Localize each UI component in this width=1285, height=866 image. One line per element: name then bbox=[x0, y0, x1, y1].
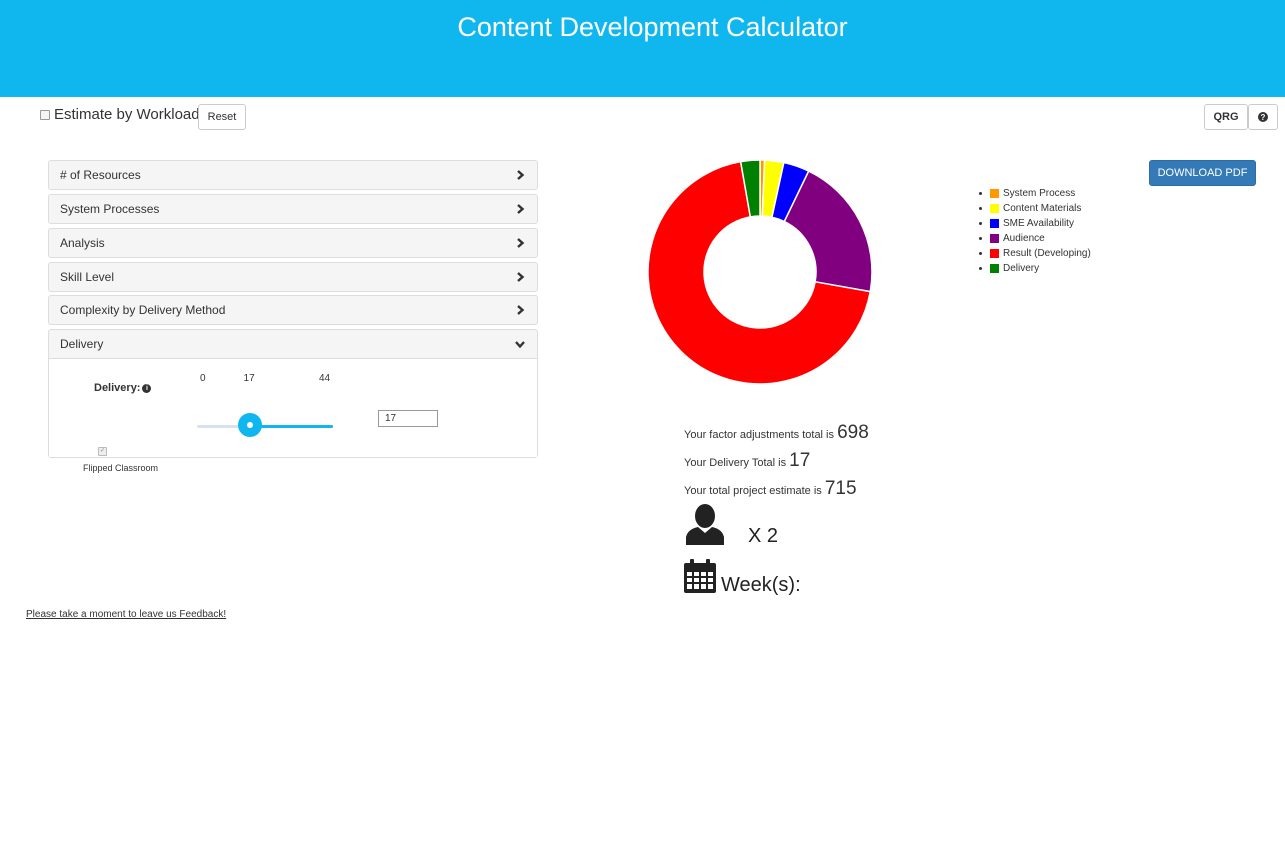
legend-label: Content Materials bbox=[1003, 203, 1082, 214]
bullet-icon bbox=[979, 252, 982, 255]
legend-label: Audience bbox=[1003, 233, 1045, 244]
factor-total-value: 698 bbox=[837, 422, 869, 443]
bullet-icon bbox=[979, 207, 982, 210]
panel-label: Analysis bbox=[60, 236, 105, 250]
donut-slice-result-developing[interactable] bbox=[647, 160, 872, 385]
legend-swatch bbox=[990, 249, 999, 258]
legend-item: Result (Developing) bbox=[979, 246, 1091, 261]
donut-slice-audience[interactable] bbox=[783, 170, 873, 293]
legend-swatch bbox=[990, 189, 999, 198]
slider-max-label: 44 bbox=[319, 373, 331, 384]
delivery-slider-fill bbox=[249, 425, 333, 428]
feedback-link[interactable]: Please take a moment to leave us Feedbac… bbox=[26, 609, 227, 620]
resource-multiplier: X 2 bbox=[748, 525, 779, 547]
panel-complexity-header[interactable]: Complexity by Delivery Method bbox=[49, 296, 537, 324]
chevron-down-icon bbox=[515, 341, 525, 349]
legend-swatch bbox=[990, 264, 999, 273]
legend-swatch bbox=[990, 204, 999, 213]
project-total-value: 715 bbox=[824, 478, 857, 499]
panel-label: # of Resources bbox=[60, 168, 141, 182]
panel-delivery[interactable]: Delivery Delivery: i 0 17 44 ✓ Flipped C… bbox=[48, 329, 538, 473]
panel-label: Skill Level bbox=[60, 270, 115, 284]
info-icon[interactable]: i bbox=[142, 383, 152, 393]
factor-total-text: Your factor adjustments total is bbox=[684, 429, 838, 441]
delivery-slider-handle[interactable] bbox=[237, 413, 262, 437]
delivery-total-value: 17 bbox=[789, 450, 811, 471]
chart-legend: System Process Content Materials SME Avail… bbox=[979, 186, 1091, 276]
workload-toggle[interactable]: Estimate by Workload bbox=[40, 106, 200, 123]
reset-button[interactable]: Reset bbox=[198, 104, 246, 130]
legend-item: Delivery bbox=[979, 261, 1091, 276]
legend-item: Content Materials bbox=[979, 201, 1091, 216]
help-button[interactable]: ? bbox=[1248, 104, 1278, 130]
slider-min-label: 0 bbox=[200, 373, 206, 384]
panel-delivery-header[interactable]: Delivery bbox=[49, 330, 537, 358]
bullet-icon bbox=[979, 192, 982, 195]
flipped-classroom-checkbox[interactable]: ✓ bbox=[98, 447, 107, 456]
legend-label: Delivery bbox=[1003, 263, 1040, 274]
project-total-text: Your total project estimate is bbox=[684, 485, 825, 497]
chevron-right-icon bbox=[517, 170, 525, 180]
person-icon bbox=[686, 504, 724, 545]
legend-label: SME Availability bbox=[1003, 218, 1074, 229]
page-title: Content Development Calculator bbox=[457, 12, 848, 42]
donut-slice-delivery[interactable] bbox=[739, 159, 761, 218]
panel-label: System Processes bbox=[60, 202, 160, 216]
panel-label: Delivery bbox=[60, 337, 104, 351]
delivery-label: Delivery: i bbox=[94, 382, 152, 394]
app-header: Content Development Calculator bbox=[0, 0, 1285, 97]
legend-item: SME Availability bbox=[979, 216, 1091, 231]
calendar-icon bbox=[684, 559, 716, 593]
chevron-right-icon bbox=[517, 238, 525, 248]
bullet-icon bbox=[979, 237, 982, 240]
legend-label: Result (Developing) bbox=[1003, 248, 1091, 259]
question-circle-icon: ? bbox=[1258, 112, 1268, 122]
chevron-right-icon bbox=[517, 305, 525, 315]
panel-skill-level-header[interactable]: Skill Level bbox=[49, 263, 537, 291]
panel-resources[interactable]: # of Resources bbox=[48, 160, 538, 190]
panel-skill-level[interactable]: Skill Level bbox=[48, 262, 538, 292]
delivery-slider-track[interactable] bbox=[197, 425, 333, 428]
panel-label: Complexity by Delivery Method bbox=[60, 303, 226, 317]
weeks-label: Week(s): bbox=[721, 574, 801, 596]
panel-complexity[interactable]: Complexity by Delivery Method bbox=[48, 295, 538, 325]
project-total: Your total project estimate is 715 bbox=[684, 478, 857, 500]
panel-system-processes[interactable]: System Processes bbox=[48, 194, 538, 224]
workload-checkbox[interactable] bbox=[40, 109, 50, 120]
delivery-total: Your Delivery Total is 17 bbox=[684, 450, 810, 472]
slider-value-label: 17 bbox=[243, 373, 255, 384]
flipped-classroom-label: Flipped Classroom bbox=[83, 463, 159, 473]
panel-system-processes-header[interactable]: System Processes bbox=[49, 195, 537, 223]
delivery-label-text: Delivery: bbox=[94, 382, 141, 394]
delivery-value-input[interactable] bbox=[378, 410, 438, 427]
legend-swatch bbox=[990, 219, 999, 228]
bullet-icon bbox=[979, 222, 982, 225]
workload-label: Estimate by Workload bbox=[54, 106, 200, 123]
panel-analysis[interactable]: Analysis bbox=[48, 228, 538, 258]
delivery-total-text: Your Delivery Total is bbox=[684, 457, 790, 469]
download-pdf-button[interactable]: DOWNLOAD PDF bbox=[1149, 160, 1256, 186]
legend-swatch bbox=[990, 234, 999, 243]
legend-label: System Process bbox=[1003, 188, 1076, 199]
legend-item: Audience bbox=[979, 231, 1091, 246]
qrg-button[interactable]: QRG bbox=[1204, 104, 1248, 130]
factor-total: Your factor adjustments total is 698 bbox=[684, 422, 869, 444]
delivery-body: Delivery: i 0 17 44 ✓ Flipped Classroom bbox=[49, 358, 537, 473]
legend-item: System Process bbox=[979, 186, 1091, 201]
panel-analysis-header[interactable]: Analysis bbox=[49, 229, 537, 257]
chevron-right-icon bbox=[517, 204, 525, 214]
bullet-icon bbox=[979, 267, 982, 270]
chevron-right-icon bbox=[517, 272, 525, 282]
results-donut-chart bbox=[647, 159, 873, 385]
panel-resources-header[interactable]: # of Resources bbox=[49, 161, 537, 189]
